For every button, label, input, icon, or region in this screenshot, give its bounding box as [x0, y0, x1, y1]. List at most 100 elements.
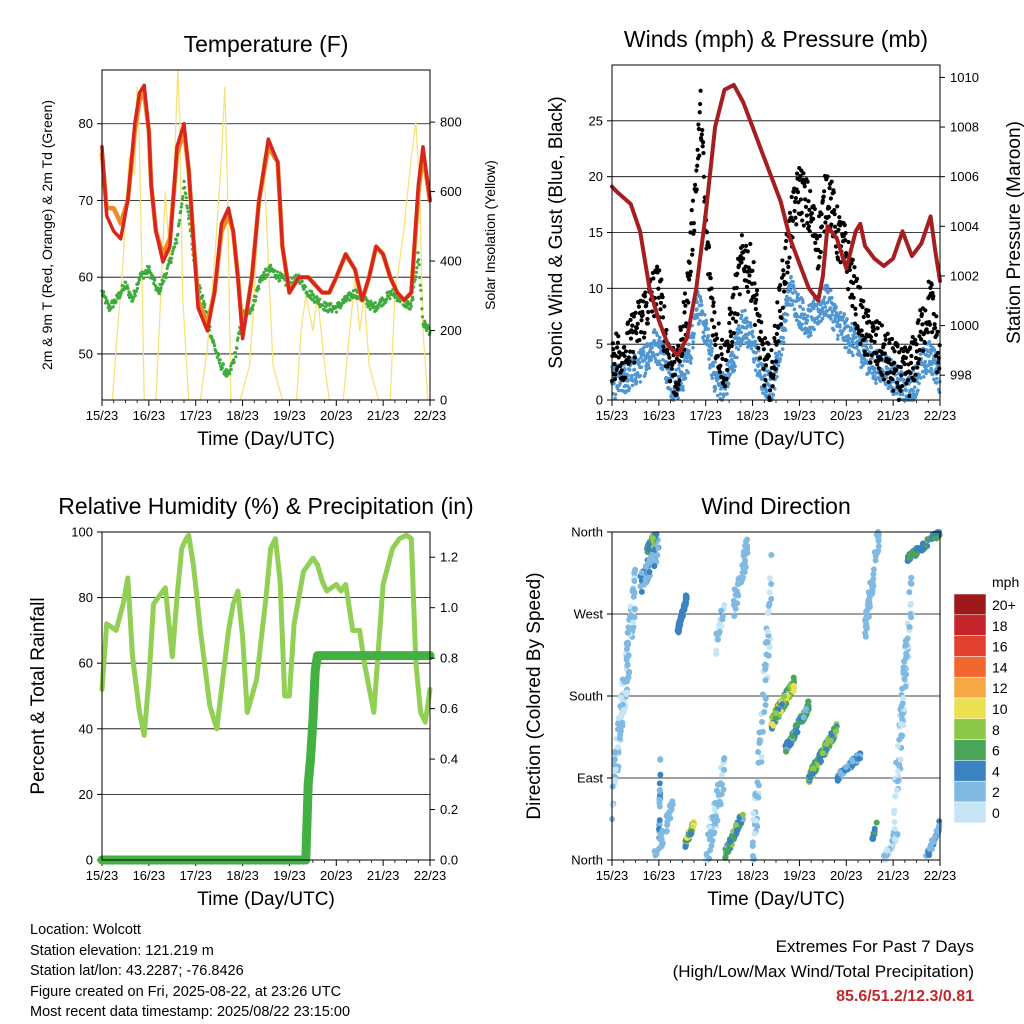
gust-point — [707, 271, 712, 277]
wind-direction-point — [866, 590, 873, 597]
wind-point — [825, 284, 830, 289]
extremes-values: 85.6/51.2/12.3/0.81 — [836, 988, 974, 1005]
gust-point — [610, 341, 615, 346]
gust-point — [828, 196, 833, 201]
x-tick-label: 15/23 — [86, 408, 119, 423]
gust-point — [696, 122, 701, 127]
wind-direction-point — [706, 855, 713, 862]
gust-point — [700, 144, 705, 149]
gust-point — [729, 343, 734, 349]
wind-point — [627, 386, 632, 390]
wind-direction-point — [713, 813, 720, 820]
wind-point — [914, 392, 919, 397]
gust-point — [935, 350, 941, 355]
x-tick-label: 16/23 — [643, 408, 676, 423]
wind-point — [706, 348, 711, 353]
gust-point — [641, 335, 647, 340]
wind-point — [639, 356, 643, 360]
gust-point — [779, 322, 784, 327]
wind-point — [935, 376, 939, 381]
wind-point — [709, 340, 713, 345]
wind-direction-point — [927, 842, 934, 849]
gust-point — [757, 313, 762, 318]
gust-point — [857, 285, 863, 290]
wind-direction-point — [894, 768, 901, 775]
dewpoint-point — [203, 302, 207, 306]
legend-level-label: 20+ — [992, 597, 1016, 613]
gust-point — [696, 126, 701, 132]
legend-swatch — [953, 760, 987, 782]
dewpoint-point — [218, 358, 222, 362]
wind-direction-point — [759, 719, 766, 726]
wind-point — [681, 388, 685, 392]
gust-point — [923, 308, 928, 313]
gust-point — [832, 207, 837, 213]
gust-point — [744, 243, 749, 248]
wind-point — [822, 295, 827, 300]
legend-swatch — [953, 614, 987, 636]
gust-point — [615, 340, 621, 345]
wind-point — [713, 386, 718, 391]
gust-point — [895, 344, 900, 349]
x-tick-label: 19/23 — [783, 408, 816, 423]
wind-point — [901, 377, 906, 382]
wind-point — [638, 373, 642, 378]
wind-direction-point — [711, 806, 718, 813]
wind-direction-point — [781, 693, 788, 700]
gust-point — [718, 345, 723, 350]
wind-point — [692, 331, 696, 336]
wind-point — [691, 335, 696, 339]
dewpoint-point — [169, 260, 173, 265]
gust-point — [725, 349, 731, 354]
gust-point — [730, 316, 736, 321]
gust-point — [901, 349, 906, 354]
dewpoint-point — [122, 288, 126, 292]
wind-direction-point — [612, 777, 619, 784]
gust-point — [691, 221, 696, 226]
dewpoint-point — [210, 335, 214, 339]
gust-point — [826, 214, 831, 219]
gust-point — [669, 366, 674, 372]
dewpoint-point — [109, 306, 113, 311]
gust-point — [761, 366, 766, 371]
wind-point — [724, 373, 728, 378]
dewpoint-point — [142, 276, 146, 280]
dewpoint-point — [411, 297, 415, 302]
series-humidity — [99, 532, 433, 738]
gust-point — [916, 318, 921, 323]
wind-point — [695, 300, 699, 304]
wind-direction-point — [676, 621, 683, 628]
wind-direction-point — [832, 728, 839, 735]
dewpoint-point — [180, 202, 184, 206]
dewpoint-point — [374, 308, 378, 312]
wind-point — [825, 300, 830, 305]
wind-point — [753, 339, 758, 344]
wind-point — [699, 299, 703, 303]
x-axis-label: Time (Day/UTC) — [197, 889, 335, 910]
gust-point — [632, 355, 637, 360]
dewpoint-point — [273, 269, 277, 273]
gust-point — [899, 373, 904, 378]
gust-point — [746, 289, 751, 294]
wind-point — [616, 388, 621, 393]
gust-point — [872, 339, 877, 344]
dewpoint-point — [418, 283, 422, 287]
x-tick-label: 19/23 — [273, 868, 306, 883]
extremes-summary: Extremes For Past 7 Days (High/Low/Max W… — [673, 934, 974, 1009]
dewpoint-point — [236, 336, 240, 340]
gust-point — [834, 250, 839, 255]
dewpoint-point — [260, 278, 264, 282]
dewpoint-point — [372, 305, 376, 309]
wind-point — [777, 350, 782, 354]
gust-point — [628, 336, 634, 341]
gust-point — [792, 208, 797, 214]
dewpoint-point — [125, 284, 129, 288]
gust-point — [714, 336, 720, 341]
wind-direction-point — [630, 593, 637, 600]
x-tick-label: 15/23 — [596, 868, 629, 883]
dewpoint-point — [423, 319, 427, 323]
wind-point — [749, 346, 754, 351]
gust-point — [829, 222, 834, 227]
wind-point — [710, 349, 714, 354]
dewpoint-point — [133, 294, 137, 298]
